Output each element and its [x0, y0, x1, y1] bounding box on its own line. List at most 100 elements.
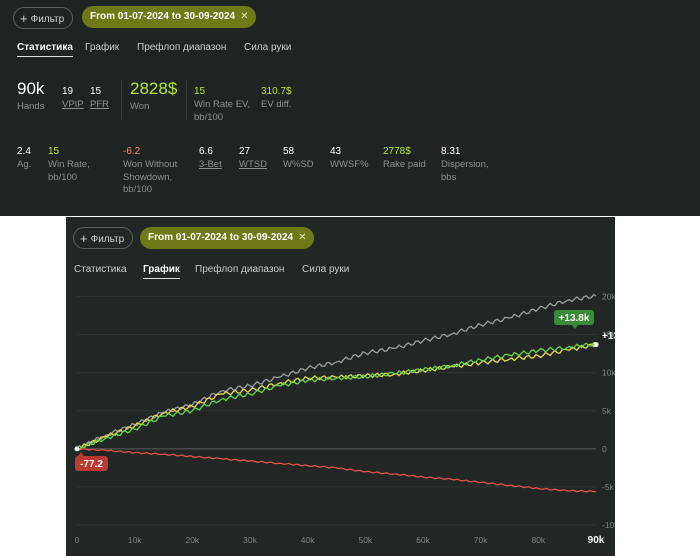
divider	[186, 80, 187, 120]
y-tick-label: 10k	[602, 368, 615, 378]
stat-won-value: 2828$	[130, 79, 178, 98]
stat-wtsd-label[interactable]: WTSD	[239, 159, 267, 170]
plus-icon: +	[80, 231, 88, 246]
tab-preflop-range[interactable]: Префлоп диапазон	[195, 264, 285, 275]
tab-statistics[interactable]: Статистика	[74, 264, 127, 275]
stat-vpip-value: 19	[62, 86, 74, 97]
stat-winrate-ev-value: 15	[194, 86, 206, 97]
x-tick-label: 70k	[474, 535, 488, 545]
stat-winrate-ev-label: Win Rate EV,	[194, 99, 251, 110]
stat-wwsd: -6.2 Won Without Showdown, bb/100	[123, 146, 177, 197]
stat-dispersion: 8.31 Dispersion, bbs	[441, 146, 489, 184]
stat-dispersion-value: 8.31	[441, 146, 461, 157]
series-line-yellow	[76, 343, 597, 451]
x-tick-label: 20k	[185, 535, 199, 545]
stat-ev-diff-value: 310.7$	[261, 86, 292, 97]
stat-vpip-label[interactable]: VPIP	[62, 99, 84, 110]
stat-hands: 90k Hands	[17, 79, 44, 114]
tab-statistics[interactable]: Статистика	[17, 42, 73, 57]
stat-vpip: 19 VPIP	[62, 86, 84, 112]
x-tick-label: 0	[75, 535, 80, 545]
plus-icon: +	[20, 11, 28, 26]
tab-hand-strength[interactable]: Сила руки	[244, 42, 292, 53]
stat-winrate: 15 Win Rate, bb/100	[48, 146, 90, 184]
stat-ev-diff-label: EV diff.	[261, 99, 292, 110]
stat-wsd-label: W%SD	[283, 159, 314, 170]
stat-winrate-unit: bb/100	[48, 171, 78, 183]
series-line-red	[76, 447, 597, 493]
filter-label: Фильтр	[30, 14, 65, 25]
date-range-label: From 01-07-2024 to 30-09-2024	[148, 232, 294, 243]
x-tick-label: 90k	[588, 535, 605, 546]
start-point	[74, 446, 80, 452]
x-tick-label: 30k	[243, 535, 257, 545]
tab-graph[interactable]: График	[143, 264, 180, 279]
red-start-pointer	[78, 452, 84, 456]
stat-hands-label: Hands	[17, 101, 45, 112]
y-tick-label: 0	[602, 444, 607, 454]
graph-panel: + Фильтр From 01-07-2024 to 30-09-2024 ✕ С…	[66, 217, 615, 556]
y-tick-label: 5k	[602, 406, 612, 416]
x-tick-label: 40k	[301, 535, 315, 545]
winnings-chart[interactable]: 20k 15k 10k 5k 0 -5k -10k 0 10k 20k 30k 40k 50k 60k 70…	[66, 217, 615, 556]
stat-wwsd-value: -6.2	[123, 146, 141, 157]
green-end-pointer	[572, 325, 578, 329]
yellow-end-label: +13.7k	[602, 331, 615, 342]
stat-wsd: 58 W%SD	[283, 146, 314, 172]
stat-pfr: 15 PFR	[90, 86, 109, 112]
stat-wwsf: 43 WWSF%	[330, 146, 369, 172]
series-line-gray	[76, 293, 597, 450]
stat-wtsd: 27 WTSD	[239, 146, 267, 172]
x-tick-label: 60k	[416, 535, 430, 545]
stat-wwsd-unit: bb/100	[123, 184, 153, 195]
stat-wsd-value: 58	[283, 146, 295, 157]
date-range-label: From 01-07-2024 to 30-09-2024	[90, 11, 236, 22]
stat-won: 2828$ Won	[130, 79, 177, 114]
end-point	[593, 342, 599, 348]
filter-label: Фильтр	[90, 234, 125, 245]
divider	[121, 80, 122, 120]
stat-winrate-ev-unit: bb/100	[194, 111, 224, 123]
stat-ag-label: Ag.	[17, 159, 32, 170]
x-tick-label: 10k	[128, 535, 142, 545]
stat-rake: 2778$ Rake paid	[383, 146, 426, 172]
y-tick-label: 20k	[602, 292, 615, 302]
close-icon[interactable]: ✕	[298, 232, 307, 243]
tab-preflop-range[interactable]: Префлоп диапазон	[137, 42, 227, 53]
stat-rake-value: 2778$	[383, 146, 411, 157]
stat-pfr-value: 15	[90, 86, 102, 97]
x-tick-label: 80k	[531, 535, 545, 545]
stat-rake-label: Rake paid	[383, 159, 426, 170]
stat-3bet: 6.6 3-Bet	[199, 146, 222, 172]
y-tick-label: -10k	[602, 520, 615, 530]
stat-ev-diff: 310.7$ EV diff.	[261, 86, 292, 112]
stat-ag-value: 2.4	[17, 146, 31, 157]
tab-graph[interactable]: График	[85, 42, 120, 53]
stat-3bet-label[interactable]: 3-Bet	[199, 159, 222, 170]
date-range-chip[interactable]: From 01-07-2024 to 30-09-2024 ✕	[82, 6, 257, 28]
close-icon[interactable]: ✕	[240, 11, 249, 22]
filter-button[interactable]: + Фильтр	[13, 7, 74, 29]
x-tick-label: 50k	[358, 535, 372, 545]
stat-wwsf-value: 43	[330, 146, 342, 157]
stat-ag: 2.4 Ag.	[17, 146, 31, 172]
stat-wwsd-label-2: Showdown,	[123, 171, 173, 183]
stat-wwsd-label: Won Without	[123, 159, 178, 170]
series-line-green	[76, 341, 597, 450]
stat-winrate-ev: 15 Win Rate EV, bb/100	[194, 86, 250, 124]
stat-wwsf-label: WWSF%	[330, 159, 369, 170]
stat-dispersion-unit: bbs	[441, 171, 457, 183]
tab-hand-strength[interactable]: Сила руки	[302, 264, 350, 275]
y-tick-label: 15k	[602, 330, 615, 340]
date-range-chip[interactable]: From 01-07-2024 to 30-09-2024 ✕	[140, 227, 315, 249]
stat-pfr-label[interactable]: PFR	[90, 99, 109, 110]
red-start-label-bg	[75, 456, 108, 471]
stat-wtsd-value: 27	[239, 146, 251, 157]
stat-winrate-value: 15	[48, 146, 60, 157]
y-tick-label: -5k	[602, 482, 615, 492]
stat-3bet-value: 6.6	[199, 146, 213, 157]
filter-button[interactable]: + Фильтр	[73, 227, 134, 249]
green-end-label: +13.8k	[559, 313, 590, 324]
stat-winrate-label: Win Rate,	[48, 159, 90, 170]
stats-panel: + Фильтр From 01-07-2024 to 30-09-2024 ✕ С…	[0, 0, 700, 216]
